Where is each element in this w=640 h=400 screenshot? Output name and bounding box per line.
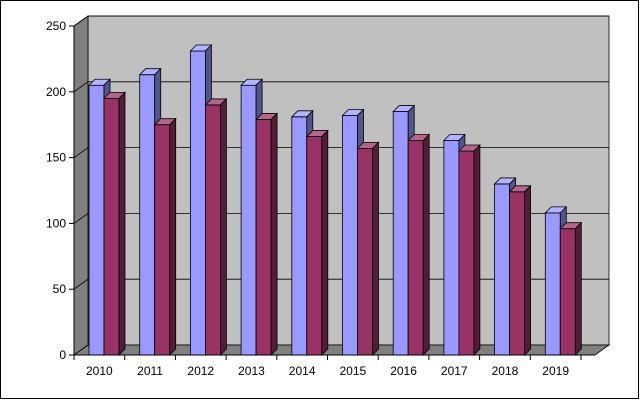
gridline [73, 147, 609, 158]
bar-2015-series-2 [356, 141, 380, 356]
bar-2010-series-2 [103, 91, 126, 356]
y-tick-label: 0 [59, 348, 66, 362]
y-tick-label: 150 [46, 151, 66, 165]
x-tick-label-2012: 2012 [187, 364, 214, 378]
gridline [73, 81, 609, 93]
x-tick-labels: 2010 2011 2012 2013 2014 2015 2016 2017 2018 2019 [86, 364, 569, 378]
x-tick-label-2010: 2010 [86, 364, 113, 378]
bar-2019-series-2 [559, 221, 583, 356]
bars [88, 44, 583, 356]
x-tick-label-2018: 2018 [492, 364, 519, 378]
bar-2014-series-2 [305, 129, 329, 356]
x-tick-label-2019: 2019 [542, 364, 569, 378]
bar-2011-series-2 [153, 117, 177, 356]
bar-2017-series-2 [457, 144, 481, 356]
x-tick-label-2016: 2016 [390, 364, 417, 378]
bar-2012-series-2 [204, 97, 228, 356]
bar-2016-series-2 [407, 133, 431, 356]
axes [69, 25, 595, 360]
gridline [73, 278, 609, 290]
x-tick-label-2015: 2015 [339, 364, 366, 378]
gridlines [73, 15, 609, 290]
side-wall [73, 15, 89, 356]
y-tick-label: 200 [46, 85, 66, 99]
bar-2018-series-2 [508, 184, 532, 356]
x-tick-label-2011: 2011 [137, 364, 163, 378]
y-tick-labels: 0 50 100 150 200 250 [46, 19, 66, 362]
x-tick-label-2017: 2017 [441, 364, 468, 378]
y-tick-label: 100 [46, 216, 66, 230]
gridline [73, 15, 609, 27]
gridline [73, 212, 609, 224]
x-tick-label-2013: 2013 [238, 364, 265, 378]
y-tick-label: 250 [46, 19, 66, 33]
y-tick-label: 50 [53, 282, 67, 296]
x-tick-label-2014: 2014 [289, 364, 316, 378]
bar-2013-series-2 [255, 112, 279, 356]
